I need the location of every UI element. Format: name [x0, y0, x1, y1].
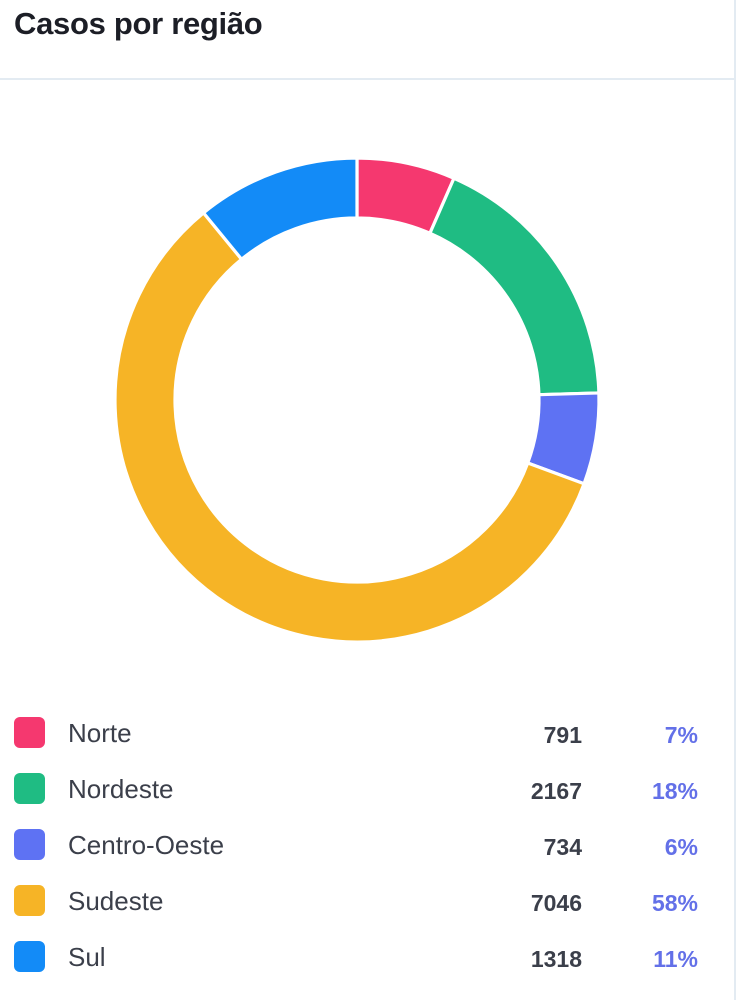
- legend-label: Centro-Oeste: [68, 830, 225, 860]
- legend-swatch: [14, 885, 45, 916]
- legend-percent: 6%: [664, 834, 698, 860]
- legend-value: 1318: [530, 946, 582, 972]
- donut-slice-nordeste[interactable]: [428, 176, 601, 397]
- legend-label: Sudeste: [68, 886, 164, 916]
- legend-item-nordeste[interactable]: Nordeste 2167 18%: [0, 761, 736, 817]
- legend-item-norte[interactable]: Norte 791 7%: [0, 705, 736, 761]
- legend-label: Nordeste: [68, 774, 174, 804]
- legend-value: 2167: [530, 778, 582, 804]
- donut-chart-area: [0, 80, 736, 690]
- legend-percent: 58%: [651, 890, 698, 916]
- legend-percent: 18%: [651, 778, 698, 804]
- legend-percent: 11%: [653, 946, 698, 972]
- legend-value: 734: [543, 834, 582, 860]
- legend-label: Sul: [68, 942, 106, 972]
- legend-swatch: [14, 829, 45, 860]
- donut-slice-sudeste[interactable]: [113, 211, 586, 644]
- card-header: Casos por região: [0, 0, 734, 80]
- legend-value: 7046: [530, 890, 582, 916]
- legend-swatch: [14, 773, 45, 804]
- legend-swatch: [14, 717, 45, 748]
- legend-percent: 7%: [664, 722, 698, 748]
- legend-item-centro-oeste[interactable]: Centro-Oeste 734 6%: [0, 817, 736, 873]
- legend-item-sul[interactable]: Sul 1318 11%: [0, 929, 736, 985]
- legend-label: Norte: [68, 718, 132, 748]
- legend-item-sudeste[interactable]: Sudeste 7046 58%: [0, 873, 736, 929]
- legend-value: 791: [543, 722, 582, 748]
- chart-legend: Norte 791 7% Nordeste 2167 18% Centro-Oeste 734…: [0, 705, 736, 985]
- donut-chart: [113, 156, 601, 644]
- legend-swatch: [14, 941, 45, 972]
- donut-slice-sul[interactable]: [201, 156, 359, 261]
- card-title: Casos por região: [14, 6, 263, 41]
